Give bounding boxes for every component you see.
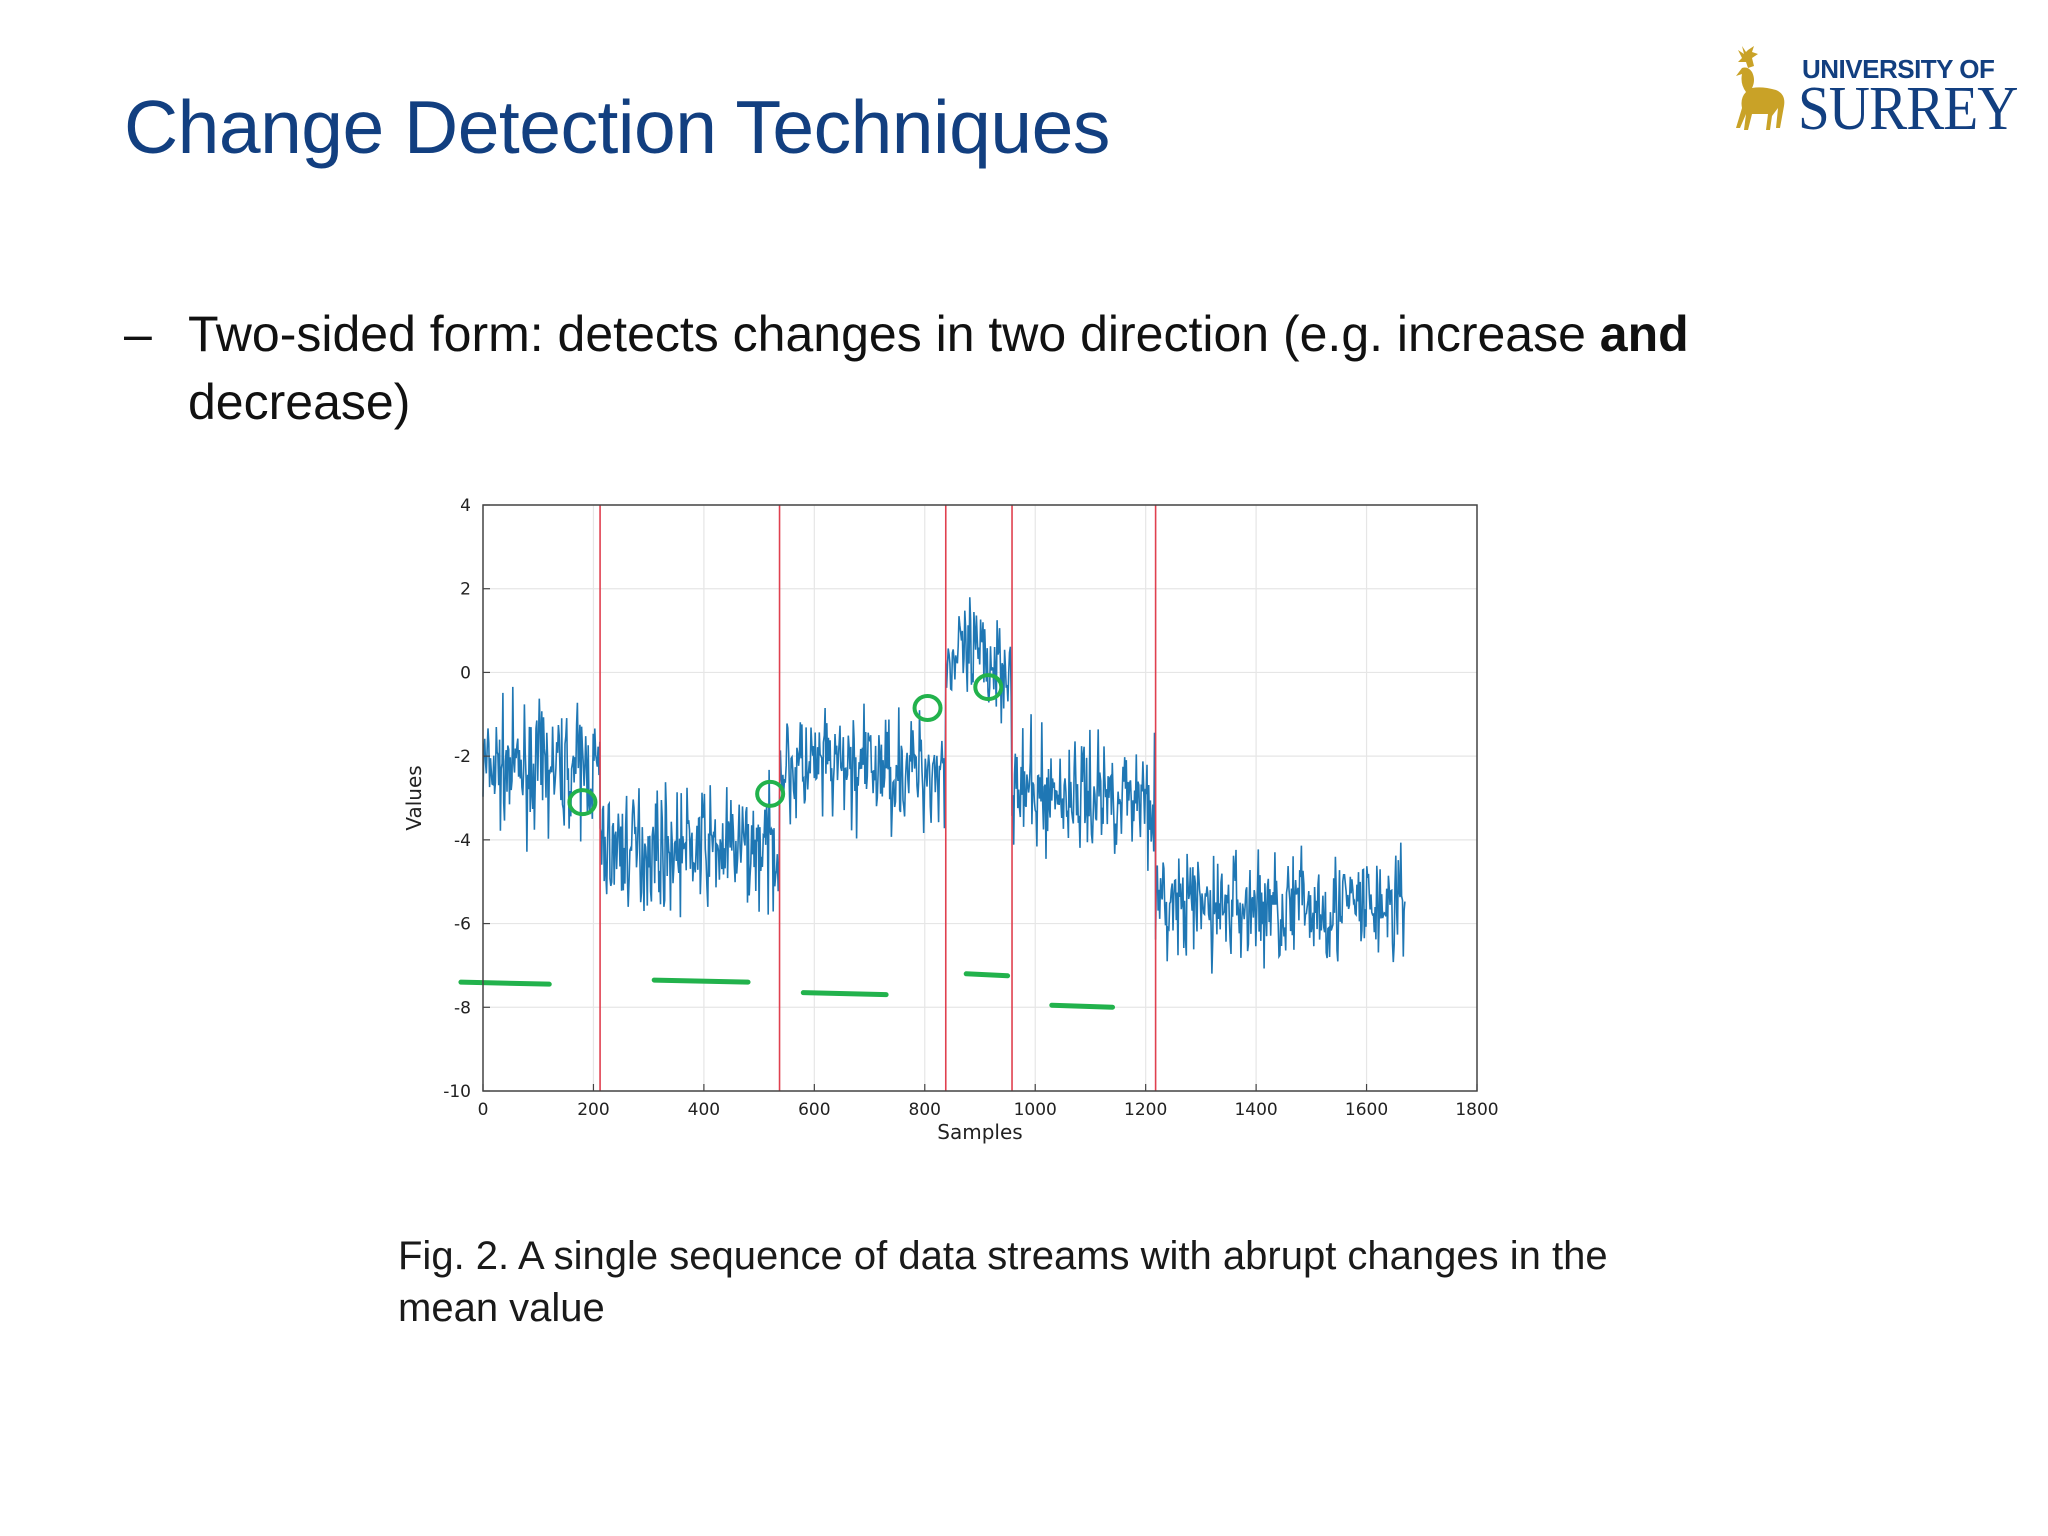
university-logo: UNIVERSITY OF SURREY bbox=[1716, 44, 2018, 144]
x-tick-label: 400 bbox=[688, 1100, 720, 1120]
y-tick-label: 4 bbox=[460, 496, 471, 516]
bullet-text-bold: and bbox=[1599, 306, 1689, 362]
x-tick-label: 0 bbox=[478, 1100, 489, 1120]
slide-title: Change Detection Techniques bbox=[124, 85, 1110, 169]
annotation-mark bbox=[1049, 1002, 1116, 1010]
x-axis-label: Samples bbox=[937, 1120, 1022, 1144]
figure-chart: 0 200 400 600 800 1000 1200 1400 1600 1800 4 2 0 -2 -4… bbox=[390, 490, 1520, 1170]
y-tick-label: -4 bbox=[454, 831, 471, 851]
bullet-text-part2: decrease) bbox=[188, 374, 411, 430]
y-axis-label: Values bbox=[402, 765, 426, 830]
annotation-circle bbox=[912, 694, 943, 723]
y-tick-label: 2 bbox=[460, 580, 471, 600]
annotation-circle bbox=[567, 788, 598, 817]
x-tick-label: 600 bbox=[798, 1100, 830, 1120]
figure-caption: Fig. 2. A single sequence of data stream… bbox=[398, 1234, 1608, 1330]
bullet-text-part1: Two-sided form: detects changes in two d… bbox=[188, 306, 1600, 362]
x-tick-label: 1400 bbox=[1234, 1100, 1277, 1120]
data-series-line bbox=[482, 597, 1406, 974]
logo-text-main: SURREY bbox=[1798, 75, 2018, 143]
x-tick-label: 1000 bbox=[1014, 1100, 1057, 1120]
x-tick-label: 800 bbox=[909, 1100, 941, 1120]
plot-frame bbox=[482, 504, 1478, 1092]
annotation-circle bbox=[755, 779, 786, 808]
y-tick-label: 0 bbox=[460, 663, 471, 683]
annotation-mark bbox=[458, 979, 552, 987]
x-tick-label: 200 bbox=[577, 1100, 609, 1120]
annotation-mark bbox=[800, 990, 889, 998]
y-tick-label: -8 bbox=[454, 998, 471, 1018]
annotation-mark bbox=[651, 977, 751, 985]
annotation-mark bbox=[963, 971, 1011, 979]
x-tick-label: 1200 bbox=[1124, 1100, 1167, 1120]
bullet-text: Two-sided form: detects changes in two d… bbox=[188, 300, 1748, 436]
plot-area bbox=[483, 505, 1477, 1091]
y-tick-label: -2 bbox=[454, 747, 471, 767]
chart-svg: 0 200 400 600 800 1000 1200 1400 1600 1800 4 2 0 -2 -4… bbox=[402, 496, 1499, 1144]
y-tick-label: -6 bbox=[454, 915, 471, 935]
stag-icon bbox=[1736, 46, 1785, 130]
bullet-marker: – bbox=[124, 306, 152, 362]
y-tick-label: -10 bbox=[443, 1082, 471, 1102]
logo-text-top: UNIVERSITY OF bbox=[1802, 54, 1995, 84]
x-tick-label: 1800 bbox=[1455, 1100, 1498, 1120]
x-tick-label: 1600 bbox=[1345, 1100, 1388, 1120]
annotation-circle bbox=[973, 673, 1004, 702]
